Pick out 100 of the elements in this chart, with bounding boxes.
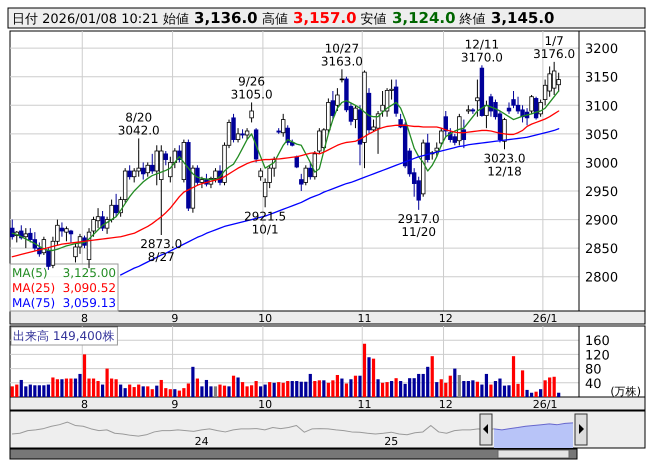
bar [268, 382, 272, 397]
candlestick [353, 104, 358, 129]
candlestick [96, 208, 100, 229]
candlestick [484, 100, 489, 129]
bar [340, 378, 344, 397]
bar [272, 382, 276, 397]
y-tick-label: 40 [585, 376, 602, 392]
y-tick-label: 2800 [585, 270, 618, 286]
bar [336, 374, 339, 397]
candlestick [240, 128, 245, 139]
bar [227, 386, 231, 397]
bar [186, 384, 190, 397]
bar [69, 378, 73, 397]
bar [489, 384, 493, 397]
bar [354, 376, 358, 397]
x-tick-label: 12 [438, 398, 453, 411]
bar [530, 392, 534, 397]
candlestick [330, 90, 336, 120]
bar [512, 356, 516, 397]
x-tick-label: 25 [384, 435, 398, 448]
bar [96, 381, 100, 397]
candlestick [164, 150, 168, 166]
candlestick [529, 94, 534, 114]
candlestick [231, 113, 236, 143]
candlestick [10, 219, 14, 240]
candlestick [258, 168, 263, 182]
bar [390, 381, 394, 397]
bar [56, 379, 60, 397]
candlestick [335, 88, 340, 112]
annotation: 10/27 3163.0 [320, 41, 363, 68]
annotation: 2917.0 11/20 [398, 212, 440, 239]
bar [380, 382, 384, 397]
annotation: 12/11 3170.0 [460, 37, 503, 64]
x-tick-label: 11 [357, 398, 372, 411]
bar [494, 381, 498, 397]
candlestick [68, 229, 74, 243]
y-tick-label: 160 [585, 334, 610, 350]
bar [376, 379, 380, 397]
bar [372, 358, 376, 397]
candlestick [141, 162, 146, 180]
candlestick [511, 90, 516, 109]
bar [344, 384, 348, 397]
x-tick-label: 10 [258, 312, 272, 325]
candlestick [426, 133, 430, 163]
bar [557, 392, 560, 397]
annotation: 3,059.13 [62, 296, 116, 310]
bar [362, 344, 366, 397]
bar [214, 386, 218, 397]
candlestick [60, 222, 64, 238]
candlestick [200, 176, 204, 189]
bar [236, 377, 240, 397]
annotation: 3,090.52 [62, 281, 116, 295]
bar [240, 382, 244, 397]
bar [105, 368, 109, 397]
bar [78, 374, 82, 397]
x-tick-label: 8 [81, 312, 88, 325]
bar [534, 392, 538, 397]
text: MA(25) [12, 281, 56, 295]
y-tick-label: 3000 [585, 156, 618, 172]
x-tick-label: 10 [258, 398, 272, 411]
bar [498, 378, 502, 397]
bar [60, 379, 64, 397]
chart-title: 日付 2026/01/08 10:21 始値 3,136.0 高値 3,157.0 安値 3,124.0 終値 3,145.0 [12, 9, 554, 27]
candlestick [46, 248, 51, 270]
bar [544, 380, 547, 397]
candlestick [114, 193, 118, 218]
bar [507, 385, 511, 397]
candlestick [281, 113, 286, 138]
bar [155, 386, 158, 397]
candlestick [534, 96, 538, 120]
bar [471, 380, 474, 397]
y-tick-label: 80 [585, 362, 602, 378]
bar [100, 384, 104, 397]
bar [64, 378, 68, 397]
bar [525, 390, 529, 397]
y-axis-title: (万株) [610, 385, 641, 398]
y-tick-label: 3050 [585, 128, 618, 143]
x-tick-label: 26/1 [532, 312, 558, 325]
candlestick [294, 155, 299, 169]
bar [367, 357, 371, 397]
bar [453, 368, 456, 397]
bar [520, 370, 524, 397]
candlestick [506, 102, 512, 114]
bar [245, 386, 249, 397]
candlestick [416, 176, 421, 210]
candlestick [195, 164, 200, 186]
bar [232, 376, 236, 397]
candlestick [457, 113, 462, 146]
y-tick-label: 3100 [585, 99, 618, 114]
bar [394, 378, 398, 397]
candlestick [213, 168, 218, 183]
bar [92, 378, 96, 397]
y-tick-label: 2950 [585, 185, 618, 200]
annotation: 3023.0 12/18 [483, 151, 526, 178]
bar [476, 382, 479, 397]
annotation: 3,125.00 [62, 266, 116, 280]
x-tick-label: 11 [357, 312, 372, 325]
y-tick-label: 120 [585, 348, 610, 364]
bar [46, 384, 50, 397]
candlestick [249, 102, 254, 123]
